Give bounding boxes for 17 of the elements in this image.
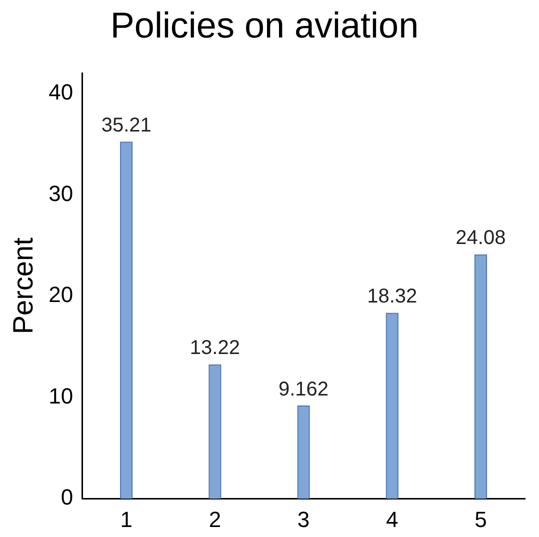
data-label: 18.32 xyxy=(367,286,418,308)
data-label: 13.22 xyxy=(190,337,240,360)
x-tick-label: 3 xyxy=(297,506,310,532)
data-label: 24.08 xyxy=(456,227,506,250)
x-tick-label: 1 xyxy=(120,506,132,532)
chart-title: Policies on aviation xyxy=(110,4,419,46)
y-axis-title: Percent xyxy=(8,237,39,334)
y-tick-label: 40 xyxy=(48,80,74,105)
x-tick-label: 5 xyxy=(474,506,487,532)
y-tick-label: 30 xyxy=(48,180,74,206)
x-tick-label: 4 xyxy=(386,506,398,532)
x-tick-label: 2 xyxy=(208,506,222,532)
data-label: 35.21 xyxy=(101,114,152,136)
y-tick-label: 20 xyxy=(48,282,74,308)
data-label: 9.162 xyxy=(278,378,329,400)
y-tick-label: 10 xyxy=(48,383,74,408)
y-tick-label: 0 xyxy=(60,484,74,510)
